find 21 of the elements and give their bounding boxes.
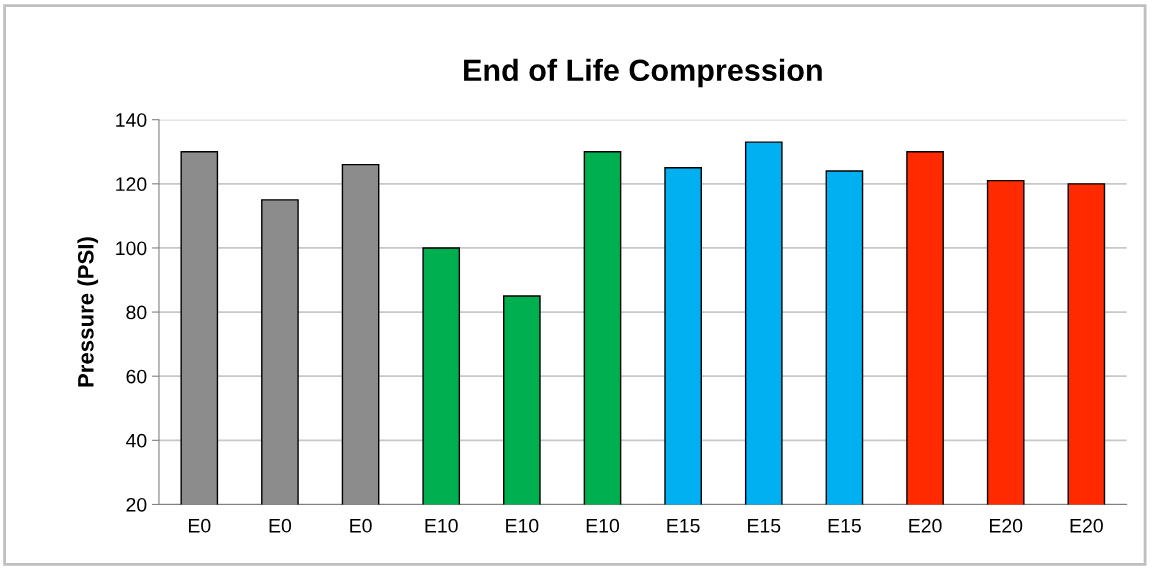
y-tick-label: 80 — [126, 305, 147, 320]
x-tick-label: E15 — [828, 519, 861, 533]
y-tick-label: 20 — [126, 497, 147, 512]
x-tick-label: E0 — [350, 518, 372, 533]
x-tick-label: E10 — [506, 518, 539, 533]
y-tick-label: 120 — [116, 177, 147, 192]
x-tick-label: E15 — [667, 519, 700, 533]
y-tick-label: 140 — [116, 113, 147, 127]
y-axis-title: Pressure (PSI) — [77, 237, 99, 387]
y-tick-label: 100 — [116, 241, 147, 256]
x-tick-label: E0 — [189, 518, 211, 533]
chart-title: End of Life Compression — [464, 58, 822, 88]
y-tick-label: 60 — [126, 369, 147, 384]
x-tick-label: E0 — [269, 518, 292, 533]
x-tick-label: E20 — [909, 518, 942, 533]
x-tick-label: E20 — [1070, 518, 1103, 533]
y-tick-label: 40 — [125, 433, 147, 448]
x-tick-label: E10 — [425, 518, 458, 533]
x-tick-label: E15 — [748, 519, 781, 533]
x-tick-label: E20 — [989, 518, 1023, 533]
x-tick-label: E10 — [586, 518, 620, 533]
